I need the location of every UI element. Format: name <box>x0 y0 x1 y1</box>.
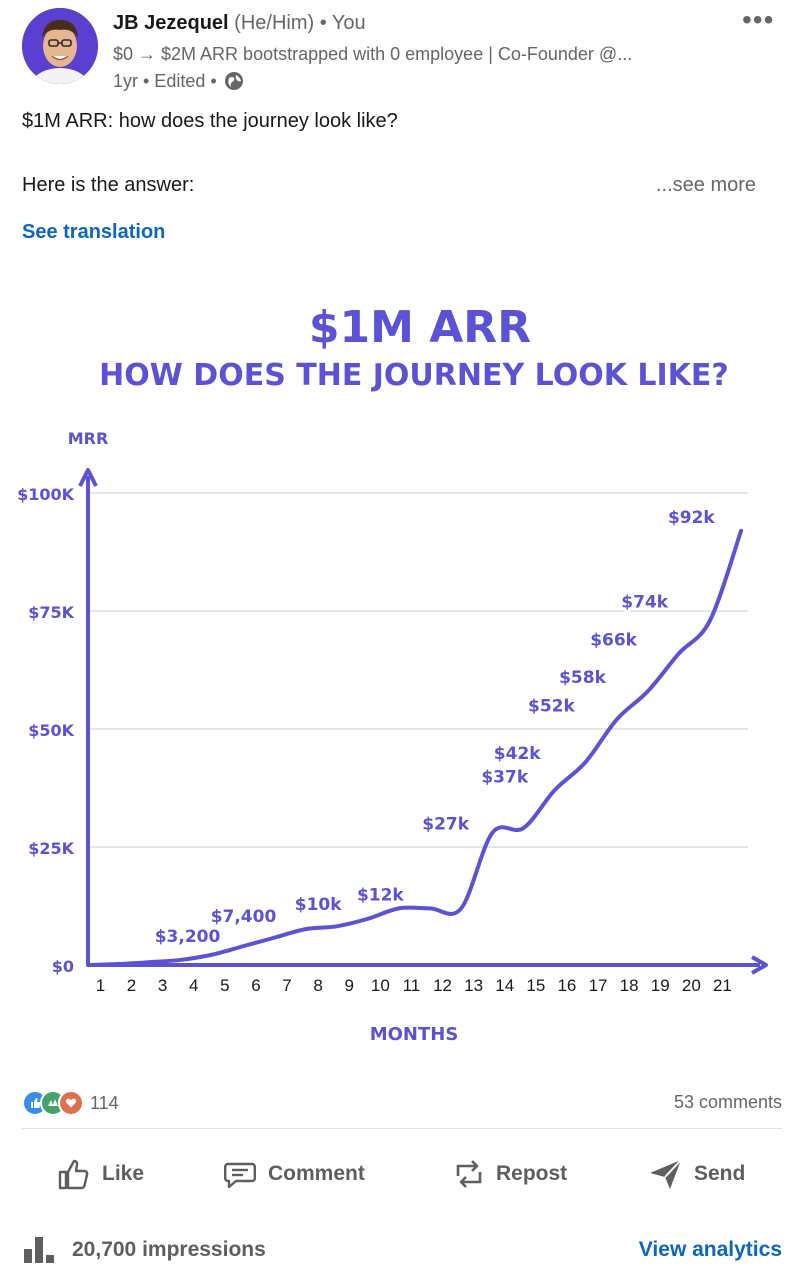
y-tick-label: $25K <box>28 839 74 858</box>
impressions-count: 20,700 impressions <box>72 1238 266 1261</box>
divider <box>22 1128 782 1129</box>
send-button[interactable]: Send <box>648 1152 745 1196</box>
mrr-chart[interactable]: $1M ARR HOW DOES THE JOURNEY LOOK LIKE? … <box>0 290 802 1050</box>
x-tick-label: 9 <box>345 976 354 995</box>
data-label: $92k <box>668 508 715 528</box>
chart-grid <box>88 492 748 848</box>
author-line: JB Jezequel (He/Him) • You <box>113 12 366 35</box>
data-label: $74k <box>621 593 668 613</box>
mrr-series-line <box>86 528 744 967</box>
like-label: Like <box>102 1162 145 1185</box>
author-pronouns: (He/Him) <box>234 12 315 34</box>
x-tick-label: 4 <box>189 976 198 995</box>
x-tick-label: 8 <box>313 976 322 995</box>
data-label: $7,400 <box>211 907 277 927</box>
data-label: $66k <box>590 630 637 650</box>
x-tick-label: 21 <box>713 976 732 995</box>
comment-button[interactable]: Comment <box>222 1152 365 1196</box>
data-label: $42k <box>494 744 541 764</box>
x-tick-label: 13 <box>464 976 483 995</box>
author-connection: • You <box>319 12 366 34</box>
post-time-text: 1yr • Edited • <box>113 70 217 91</box>
y-tick-labels: $0 $25K $50K $75K $100K <box>17 485 75 976</box>
globe-icon <box>224 72 243 90</box>
data-label: $10k <box>295 895 342 915</box>
data-label: $3,200 <box>155 927 221 947</box>
comment-label: Comment <box>268 1162 365 1185</box>
y-tick-label: $50K <box>28 721 74 740</box>
send-label: Send <box>694 1162 746 1185</box>
chart-subtitle: HOW DOES THE JOURNEY LOOK LIKE? <box>99 358 729 393</box>
x-tick-label: 17 <box>589 976 608 995</box>
data-label: $37k <box>481 767 528 787</box>
x-tick-label: 5 <box>220 976 229 995</box>
reaction-count: 114 <box>90 1092 119 1113</box>
data-label: $27k <box>422 815 469 835</box>
y-axis-label: MRR <box>68 429 109 448</box>
love-reaction-icon <box>58 1090 84 1116</box>
thumbs-up-icon <box>58 1159 89 1190</box>
data-label: $58k <box>559 668 606 688</box>
y-tick-label: $100K <box>17 485 75 504</box>
x-tick-label: 7 <box>282 976 291 995</box>
y-tick-label: $75K <box>28 603 74 622</box>
x-tick-label: 16 <box>557 976 576 995</box>
post-time: 1yr • Edited • <box>113 70 245 92</box>
x-tick-label: 10 <box>371 976 390 995</box>
post-text-line2: Here is the answer: <box>22 174 195 196</box>
y-tick-label: $0 <box>52 957 74 976</box>
post-text-line1: $1M ARR: how does the journey look like? <box>22 110 398 132</box>
x-tick-label: 12 <box>433 976 452 995</box>
data-labels: $3,200$7,400 $10k $12k $27k $37k $42k $52k $58k… <box>153 506 718 949</box>
author-headline: $0 → $2M ARR bootstrapped with 0 employe… <box>113 44 633 64</box>
repost-icon <box>456 1160 482 1188</box>
x-tick-label: 11 <box>403 976 421 995</box>
x-tick-label: 20 <box>682 976 701 995</box>
y-axis-arrow <box>78 468 98 487</box>
chart-axes <box>78 468 768 975</box>
x-axis-arrow <box>751 955 768 975</box>
x-tick-label: 1 <box>96 976 105 995</box>
bar-chart-icon <box>24 1237 54 1263</box>
avatar[interactable] <box>22 8 98 84</box>
comment-icon <box>224 1162 256 1189</box>
repost-button[interactable]: Repost <box>452 1152 567 1196</box>
x-tick-labels: 1 2 3 4 5 6 7 8 9 10 11 12 13 14 15 16 17 18 19 20 21 <box>96 976 732 995</box>
see-translation-button[interactable]: See translation <box>22 221 166 243</box>
data-label: $52k <box>528 697 575 717</box>
x-tick-label: 6 <box>251 976 260 995</box>
x-tick-label: 19 <box>651 976 670 995</box>
see-more-button[interactable]: ...see more <box>656 174 757 196</box>
like-button[interactable]: Like <box>56 1152 144 1196</box>
reactions-summary[interactable]: 114 <box>22 1090 119 1116</box>
impressions: 20,700 impressions <box>22 1235 266 1265</box>
send-icon <box>650 1159 682 1189</box>
x-tick-label: 15 <box>526 976 545 995</box>
more-options-icon[interactable]: ••• <box>742 4 775 35</box>
repost-label: Repost <box>496 1162 568 1185</box>
x-axis-label: MONTHS <box>370 1024 459 1045</box>
x-tick-label: 3 <box>158 976 167 995</box>
data-label: $12k <box>357 885 404 905</box>
chart-title: $1M ARR <box>309 302 531 353</box>
x-tick-label: 2 <box>127 976 136 995</box>
author-name[interactable]: JB Jezequel <box>113 12 229 34</box>
view-analytics-link[interactable]: View analytics <box>638 1238 782 1261</box>
x-tick-label: 18 <box>620 976 639 995</box>
comments-count[interactable]: 53 comments <box>673 1092 782 1112</box>
x-tick-label: 14 <box>495 976 514 995</box>
avatar-photo <box>22 8 98 84</box>
